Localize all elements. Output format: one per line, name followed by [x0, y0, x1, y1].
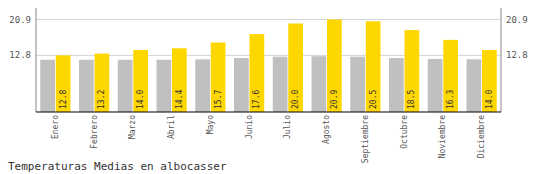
bar: [172, 48, 187, 112]
y-axis-line: [36, 8, 37, 112]
data-label: 20.9: [330, 90, 339, 109]
bar: [95, 54, 110, 112]
x-tick-label: Abril: [167, 115, 176, 139]
data-label: 14.0: [485, 90, 494, 109]
bar: [195, 59, 210, 112]
bar: [118, 60, 133, 112]
bar: [443, 40, 458, 112]
data-label: 18.5: [407, 90, 416, 109]
bar: [79, 60, 94, 112]
x-tick-label: Febrero: [90, 115, 99, 149]
bars: [40, 20, 496, 112]
bar: [56, 55, 71, 112]
data-label: 14.0: [136, 90, 145, 109]
x-tick-label: Octubre: [400, 115, 409, 149]
bar: [133, 50, 148, 112]
bar: [250, 34, 265, 112]
bar: [40, 60, 55, 112]
y-tick-label: 12.8: [9, 50, 31, 60]
data-label: 15.7: [214, 90, 223, 109]
y2-tick-label: 12.8: [506, 50, 528, 60]
bar: [366, 21, 381, 112]
bar: [389, 58, 404, 112]
data-label: 20.0: [291, 90, 300, 109]
data-label: 17.6: [252, 90, 261, 109]
bar: [405, 30, 420, 112]
x-tick-label: Agosto: [322, 115, 331, 144]
y-tick-label: 20.9: [9, 15, 31, 25]
bar: [157, 60, 172, 112]
x-tick-label: Mayo: [206, 115, 215, 134]
x-axis-line: [36, 111, 501, 112]
bar: [312, 56, 327, 112]
bar: [234, 58, 249, 112]
x-tick-label: Enero: [51, 115, 60, 139]
data-label: 14.4: [175, 90, 184, 109]
chart: 12.8 20.9 12.8 20.9 12.8 13.2 14.0 14.4 15.7 17.6…: [0, 0, 537, 174]
x-tick-label: Septiembre: [361, 115, 370, 163]
data-label: 13.2: [97, 90, 106, 109]
x-tick-label: Noviembre: [438, 115, 447, 159]
y2-axis-line: [501, 8, 502, 112]
bar: [482, 50, 497, 112]
bar: [467, 59, 482, 112]
y2-tick-label: 20.9: [506, 15, 528, 25]
bar: [350, 57, 365, 112]
title: Temperaturas Medias en albocasser: [8, 160, 227, 173]
x-tick-label: Junio: [245, 115, 254, 139]
data-label: 20.5: [369, 90, 378, 109]
bar: [327, 20, 342, 112]
data-label: 12.8: [59, 90, 68, 109]
x-tick-label: Julio: [283, 115, 292, 139]
bar: [428, 59, 443, 112]
data-label: 16.3: [446, 90, 455, 109]
x-tick-label: Marzo: [128, 115, 137, 139]
grid-line: [36, 19, 501, 20]
bar: [211, 43, 226, 112]
bar: [288, 23, 303, 112]
bar: [273, 57, 288, 112]
x-tick-label: Diciembre: [477, 115, 486, 159]
